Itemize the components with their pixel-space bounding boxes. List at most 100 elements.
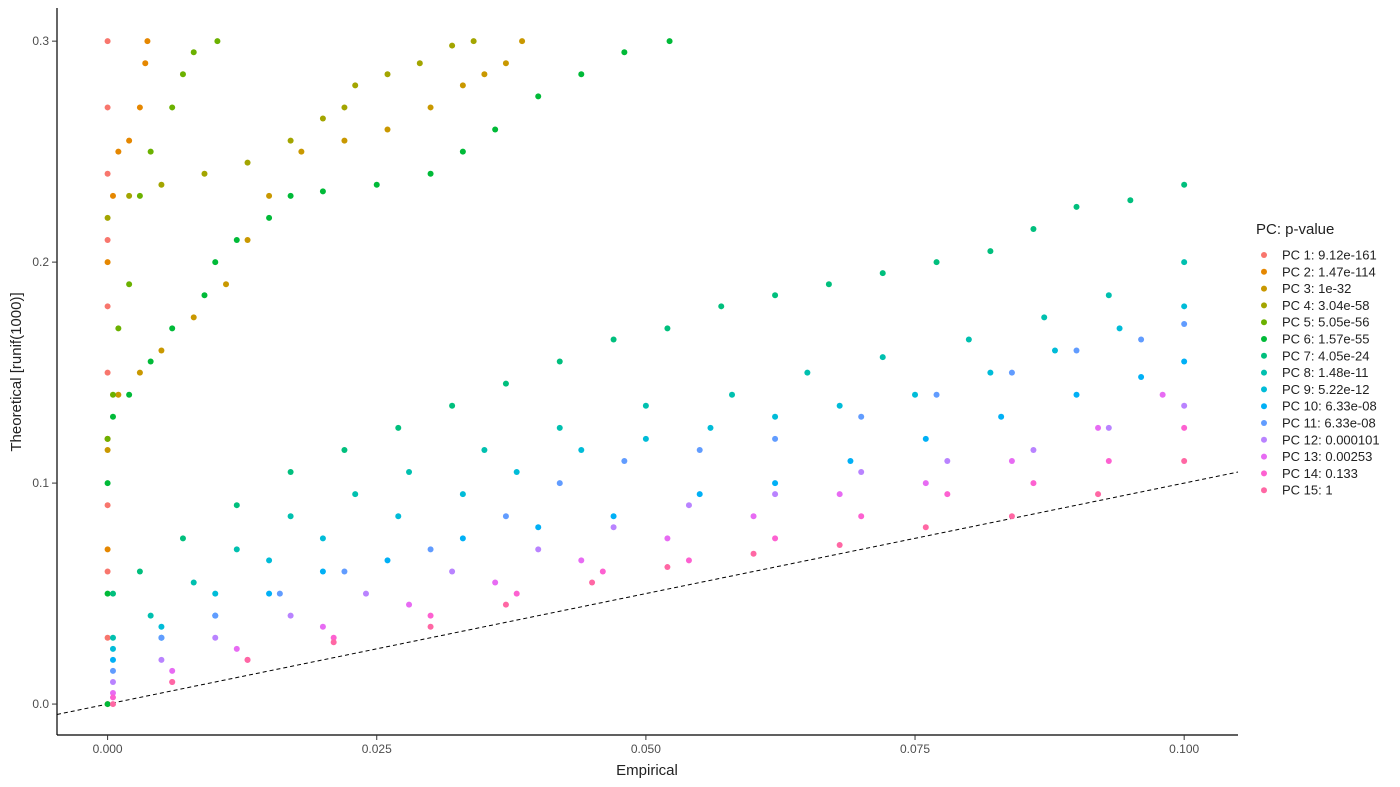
point <box>685 557 692 564</box>
point <box>836 402 843 409</box>
point <box>147 358 154 365</box>
point <box>341 137 348 144</box>
point <box>1041 314 1048 321</box>
point <box>449 42 456 49</box>
point <box>373 181 380 188</box>
point <box>718 303 725 310</box>
point <box>642 402 649 409</box>
point <box>136 104 143 111</box>
point <box>772 435 779 442</box>
x-tick-label: 0.075 <box>900 742 930 756</box>
point <box>298 148 305 155</box>
point <box>244 656 251 663</box>
point <box>987 248 994 255</box>
point <box>233 237 240 244</box>
point <box>513 469 520 476</box>
legend-swatch <box>1261 319 1267 326</box>
legend-label: PC 9: 5.22e-12 <box>1282 382 1369 397</box>
point <box>664 535 671 542</box>
point <box>599 568 606 575</box>
point <box>1181 259 1188 266</box>
point <box>136 568 143 575</box>
point <box>104 259 111 266</box>
series <box>109 358 1188 663</box>
y-tick-label: 0.1 <box>32 476 49 490</box>
legend-swatch <box>1261 453 1267 460</box>
point <box>750 513 757 520</box>
point <box>772 480 779 487</box>
point <box>212 612 219 619</box>
point <box>772 535 779 542</box>
point <box>481 446 488 453</box>
series <box>104 38 111 708</box>
point <box>104 38 111 45</box>
series <box>109 391 1166 697</box>
point <box>858 513 865 520</box>
point <box>201 170 208 177</box>
point <box>158 656 165 663</box>
point <box>104 446 111 453</box>
point <box>330 639 337 646</box>
y-tick-label: 0.0 <box>32 697 49 711</box>
point <box>233 546 240 553</box>
point <box>233 645 240 652</box>
point <box>104 435 111 442</box>
point <box>136 192 143 199</box>
point <box>1008 369 1015 376</box>
point <box>492 579 499 586</box>
point <box>109 694 116 701</box>
point <box>104 502 111 509</box>
point <box>319 535 326 542</box>
point <box>825 281 832 288</box>
point <box>987 369 994 376</box>
point <box>1181 320 1188 327</box>
point <box>535 546 542 553</box>
point <box>341 104 348 111</box>
legend-title: PC: p-value <box>1256 221 1334 238</box>
point <box>136 369 143 376</box>
point <box>416 60 423 67</box>
point <box>492 126 499 133</box>
point <box>750 550 757 557</box>
legend-label: PC 13: 0.00253 <box>1282 449 1372 464</box>
point <box>449 568 456 575</box>
point <box>352 82 359 89</box>
point <box>384 71 391 78</box>
point <box>519 38 526 45</box>
point <box>126 192 133 199</box>
point <box>104 369 111 376</box>
point <box>858 469 865 476</box>
point <box>330 634 337 641</box>
point <box>556 480 563 487</box>
point <box>578 446 585 453</box>
point <box>1030 446 1037 453</box>
point <box>772 292 779 299</box>
point <box>1030 480 1037 487</box>
point <box>1181 424 1188 431</box>
point <box>1181 402 1188 409</box>
point <box>244 159 251 166</box>
legend-label: PC 4: 3.04e-58 <box>1282 298 1369 313</box>
point <box>109 590 116 597</box>
point <box>341 568 348 575</box>
point <box>104 303 111 310</box>
point <box>109 701 116 708</box>
point <box>610 513 617 520</box>
point <box>158 347 165 354</box>
y-tick-label: 0.2 <box>32 255 49 269</box>
point <box>427 623 434 630</box>
point <box>1073 347 1080 354</box>
point <box>126 281 133 288</box>
point <box>965 336 972 343</box>
point <box>1095 424 1102 431</box>
point <box>1159 391 1166 398</box>
point <box>772 491 779 498</box>
y-tick-label: 0.3 <box>32 34 49 48</box>
legend-label: PC 14: 0.133 <box>1282 466 1358 481</box>
point <box>459 491 466 498</box>
point <box>912 391 919 398</box>
point <box>144 38 151 45</box>
point <box>179 535 186 542</box>
series <box>109 457 1188 708</box>
point <box>685 502 692 509</box>
